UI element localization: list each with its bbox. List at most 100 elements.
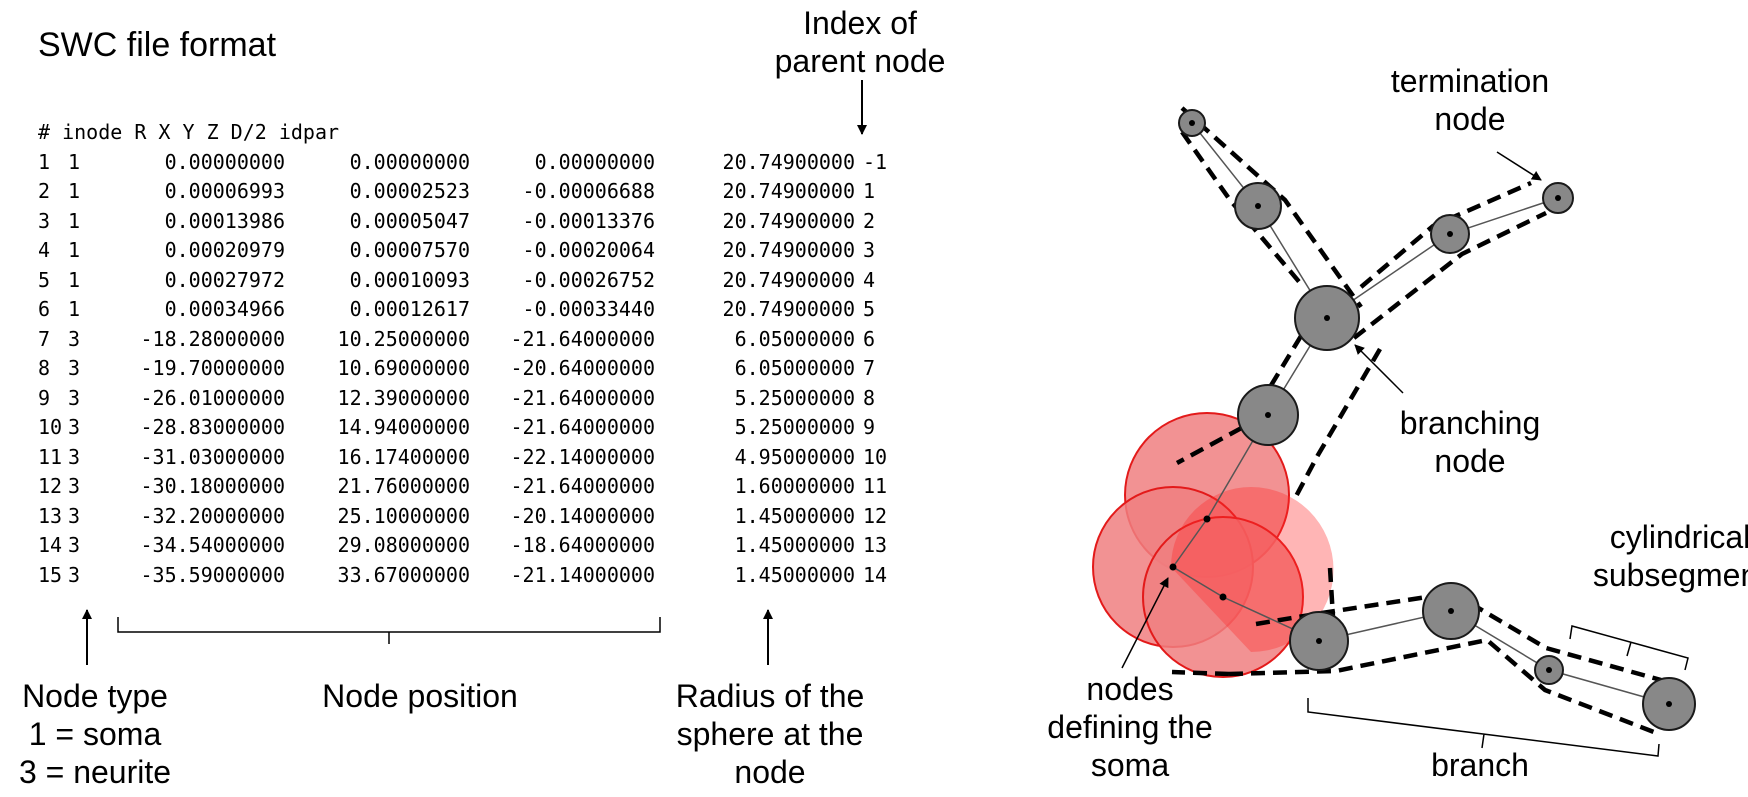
swc-cell-radius: 5.25000000 (734, 385, 855, 410)
swc-row: 2 1 0.00006993 0.00002523 -0.00006688 20.7490… (38, 177, 923, 207)
swc-row: 14 3 -34.54000000 29.08000000 -18.64000000 1.… (38, 531, 923, 561)
parent-index-label-line: Index of (803, 5, 917, 41)
branching-node-label-line: node (1434, 443, 1506, 479)
termination-node-label-line: node (1434, 101, 1506, 137)
swc-cell-y: 21.76000000 (337, 474, 470, 498)
swc-cell-z: -22.14000000 (510, 444, 656, 469)
node-position-brace (117, 617, 661, 644)
swc-cell-y: 12.39000000 (337, 385, 470, 410)
swc-cell-z: -21.64000000 (510, 415, 656, 439)
soma-nodes-label: nodes defining the soma (1040, 670, 1220, 784)
swc-cell-z: -0.00020064 (522, 238, 655, 262)
swc-cell-x: -19.70000000 (140, 356, 286, 380)
swc-cell-inode: 13 (38, 503, 63, 528)
cylindrical-subsegment-label-line: cylindrical (1609, 519, 1748, 555)
swc-cell-y: 0.00010093 (349, 267, 470, 292)
swc-cell-y: 25.10000000 (337, 503, 470, 528)
swc-cell-z: -21.14000000 (510, 562, 656, 587)
swc-cell-type: 3 (68, 533, 81, 557)
swc-cell-type: 1 (68, 238, 81, 262)
neuron-diagram (1092, 106, 1696, 737)
radius-label-line: node (734, 754, 806, 790)
swc-cell-parent: 7 (863, 356, 876, 380)
swc-cell-z: -0.00026752 (522, 267, 655, 292)
swc-cell-type: 3 (68, 385, 81, 410)
swc-cell-type: 3 (68, 326, 81, 351)
swc-cell-x: -26.01000000 (140, 385, 286, 410)
swc-cell-parent: 6 (863, 326, 876, 351)
soma-nodes-label-line: soma (1090, 747, 1170, 783)
swc-cell-inode: 7 (38, 326, 51, 351)
branch-bracket (1307, 698, 1660, 757)
radius-label: Radius of the sphere at the node (650, 677, 890, 791)
swc-cell-x: 0.00034966 (164, 297, 285, 321)
swc-cell-radius: 20.74900000 (722, 179, 855, 203)
swc-row: 11 3 -31.03000000 16.17400000 -22.14000000 4.… (38, 443, 923, 473)
swc-cell-z: -18.64000000 (510, 533, 656, 557)
swc-cell-z: -0.00033440 (522, 297, 655, 321)
swc-cell-type: 1 (68, 297, 81, 321)
swc-cell-z: -21.64000000 (510, 326, 656, 351)
termination-arrow (1496, 151, 1542, 181)
branching-node-label-line: branching (1399, 405, 1541, 441)
swc-row: 12 3 -30.18000000 21.76000000 -21.64000000 1.… (38, 472, 923, 502)
swc-cell-inode: 10 (38, 415, 63, 439)
swc-cell-inode: 9 (38, 385, 51, 410)
swc-cell-y: 0.00012617 (349, 297, 470, 321)
swc-cell-x: -34.54000000 (140, 533, 286, 557)
swc-cell-parent: 4 (863, 267, 876, 292)
soma-arrow (1121, 577, 1169, 669)
cylindrical-bracket (1569, 625, 1689, 671)
swc-cell-radius: 20.74900000 (722, 267, 855, 292)
swc-cell-y: 10.69000000 (337, 356, 470, 380)
swc-cell-parent: 12 (863, 503, 888, 528)
swc-cell-type: 1 (68, 267, 81, 292)
swc-cell-x: 0.00000000 (164, 149, 285, 174)
swc-header: # inode R X Y Z D/2 idpar (38, 120, 340, 144)
swc-row: 3 1 0.00013986 0.00005047 -0.00013376 20.7490… (38, 207, 923, 237)
node-center-dots (1169, 120, 1672, 707)
swc-rows: 1 1 0.00000000 0.00000000 0.00000000 20.74900… (38, 148, 923, 591)
swc-cell-radius: 1.60000000 (734, 474, 855, 498)
node-type-label-line: 1 = soma (28, 716, 162, 752)
diagram-title: SWC file format (38, 26, 277, 64)
swc-cell-z: -21.64000000 (510, 474, 656, 498)
swc-cell-inode: 5 (38, 267, 51, 292)
swc-cell-type: 3 (68, 503, 81, 528)
swc-cell-parent: 2 (863, 208, 876, 233)
swc-cell-inode: 8 (38, 356, 51, 380)
swc-cell-radius: 6.05000000 (734, 326, 855, 351)
swc-cell-inode: 12 (38, 474, 63, 498)
swc-cell-x: 0.00006993 (164, 179, 285, 203)
swc-row: 13 3 -32.20000000 25.10000000 -20.14000000 1.… (38, 502, 923, 532)
swc-cell-y: 29.08000000 (337, 533, 470, 557)
node-type-label-line: 3 = neurite (18, 754, 172, 790)
node-position-label: Node position (322, 678, 518, 714)
swc-cell-parent: 8 (863, 385, 876, 410)
swc-cell-type: 3 (68, 562, 81, 587)
cylindrical-subsegment-label-line: subsegment (1592, 557, 1748, 593)
swc-cell-radius: 20.74900000 (722, 208, 855, 233)
swc-cell-parent: 13 (863, 533, 888, 557)
swc-cell-x: 0.00020979 (164, 238, 285, 262)
swc-cell-z: -20.14000000 (510, 503, 656, 528)
swc-table: # inode R X Y Z D/2 idpar 1 1 0.00000000 0.… (38, 118, 923, 590)
branch-label: branch (1431, 747, 1529, 783)
swc-cell-parent: 11 (863, 474, 888, 498)
swc-cell-radius: 20.74900000 (722, 297, 855, 321)
swc-row: 15 3 -35.59000000 33.67000000 -21.14000000 1.… (38, 561, 923, 591)
radius-label-line: sphere at the (676, 716, 864, 752)
swc-row: 9 3 -26.01000000 12.39000000 -21.64000000 5.2… (38, 384, 923, 414)
swc-cell-radius: 1.45000000 (734, 533, 855, 557)
swc-cell-x: 0.00013986 (164, 208, 285, 233)
swc-cell-x: 0.00027972 (164, 267, 285, 292)
parent-index-label: Index of parent node (740, 4, 980, 81)
swc-cell-y: 0.00002523 (349, 179, 470, 203)
swc-cell-radius: 20.74900000 (722, 238, 855, 262)
swc-cell-inode: 1 (38, 149, 51, 174)
swc-cell-y: 33.67000000 (337, 562, 470, 587)
swc-row: 4 1 0.00020979 0.00007570 -0.00020064 20.7490… (38, 236, 923, 266)
swc-cell-x: -30.18000000 (140, 474, 286, 498)
swc-cell-x: -18.28000000 (140, 326, 286, 351)
swc-cell-parent: 3 (863, 238, 876, 262)
